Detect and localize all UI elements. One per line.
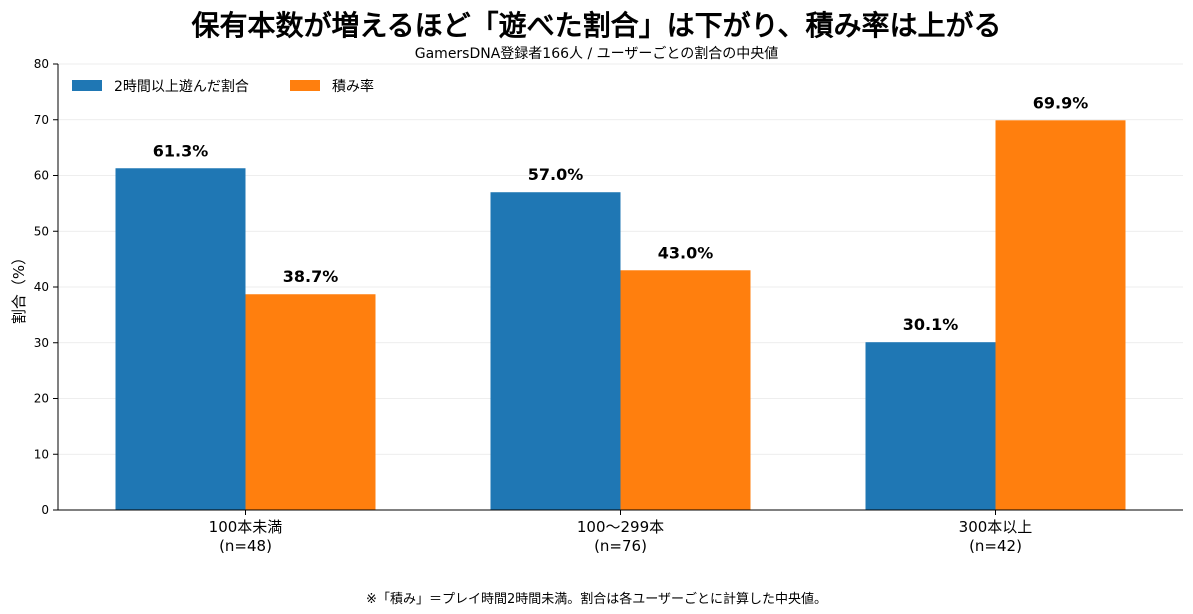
legend-label: 積み率 xyxy=(332,78,374,95)
data-label: 69.9% xyxy=(1033,93,1089,112)
bar xyxy=(490,192,621,510)
y-tick-label: 80 xyxy=(34,57,49,71)
bars xyxy=(115,120,1126,511)
y-tick-label: 50 xyxy=(34,224,49,238)
chart-subtitle: GamersDNA登録者166人 / ユーザーごとの割合の中央値 xyxy=(414,46,779,62)
y-tick-label: 10 xyxy=(34,447,49,461)
data-label: 30.1% xyxy=(903,315,959,334)
y-tick-label: 40 xyxy=(34,280,49,294)
x-tick-label: 300本以上 xyxy=(959,518,1033,536)
x-tick-label: 100〜299本 xyxy=(577,518,664,536)
y-tick-label: 70 xyxy=(34,113,49,127)
x-tick-label-count: (n=76) xyxy=(594,537,647,555)
axes xyxy=(53,63,1183,515)
chart-footnote: ※「積み」＝プレイ時間2時間未満。割合は各ユーザーごとに計算した中央値。 xyxy=(366,592,827,607)
x-tick-label-count: (n=48) xyxy=(219,537,272,555)
bar xyxy=(245,294,376,510)
data-label: 43.0% xyxy=(658,243,714,262)
x-tick-label: 100本未満 xyxy=(209,518,283,536)
y-axis-title: 割合（%） xyxy=(10,250,28,324)
labels: 0 10 20 30 40 50 60 70 80 61.3% 38.7% 100本未満(n=48) 5… xyxy=(10,57,1088,555)
data-label: 38.7% xyxy=(283,267,339,286)
bar xyxy=(865,342,996,510)
y-tick-label: 20 xyxy=(34,392,49,406)
data-label: 61.3% xyxy=(153,141,209,160)
data-label: 57.0% xyxy=(528,165,584,184)
y-tick-label: 30 xyxy=(34,336,49,350)
legend: 2時間以上遊んだ割合 積み率 xyxy=(72,78,374,95)
x-tick-label-count: (n=42) xyxy=(969,537,1022,555)
y-tick-label: 60 xyxy=(34,169,49,183)
y-tick-label: 0 xyxy=(41,503,49,517)
bar xyxy=(115,168,246,510)
bar xyxy=(620,270,751,510)
legend-label: 2時間以上遊んだ割合 xyxy=(114,78,249,95)
chart-title: 保有本数が増えるほど「遊べた割合」は下がり、積み率は上がる xyxy=(191,9,1002,42)
bar xyxy=(995,120,1126,511)
legend-swatch xyxy=(72,80,102,91)
legend-swatch xyxy=(290,80,320,91)
